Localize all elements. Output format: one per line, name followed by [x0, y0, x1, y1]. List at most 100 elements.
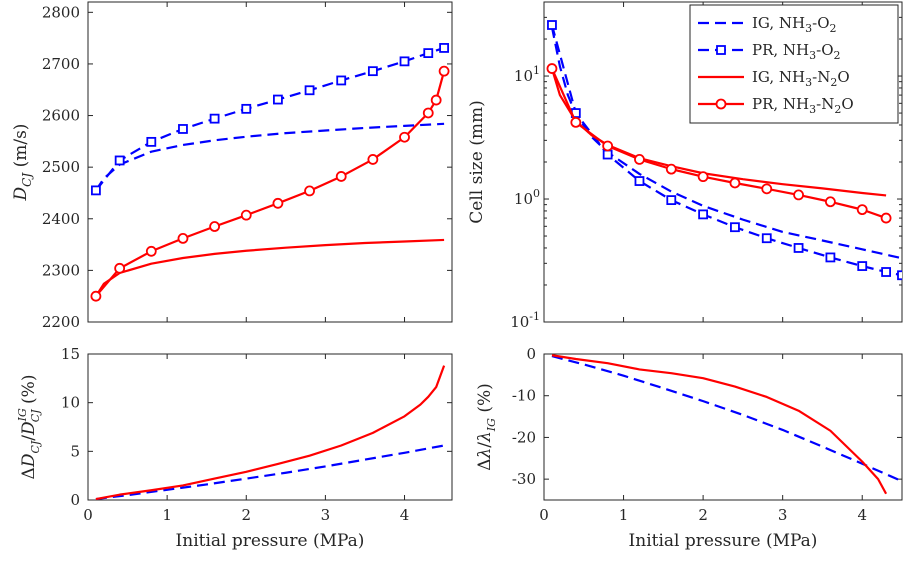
y-tick-label: 2800 [42, 3, 80, 21]
data-point-pr-nh3-o2 [602, 149, 613, 160]
panel-ddcj: 0 5 10 15 0 1 2 3 4 Initial pressure (MPa) ΔDCJ/DI… [16, 345, 453, 551]
y-tick-label: 100 [514, 187, 540, 208]
data-point-pr-nh3-n2o [177, 232, 189, 244]
data-point-pr-nh3-o2 [399, 56, 410, 67]
data-point-pr-nh3-o2 [881, 267, 891, 277]
x-tick-label: 0 [539, 506, 549, 524]
data-point-pr-nh3-o2 [666, 195, 677, 205]
data-point-pr-nh3-n2o [240, 209, 252, 221]
legend-label: PR, NH3-N2O [752, 95, 854, 116]
legend: IG, NH3-O2 PR, NH3-O2 IG, NH3-N2O PR, NH3-N… [689, 4, 899, 124]
x-tick-label: 1 [162, 506, 172, 524]
y-axis-label: ΔDCJ/DIGCJ (%) [16, 375, 42, 480]
series-line-ig-nh3-o2 [550, 26, 902, 260]
data-point-pr-nh3-n2o [304, 185, 315, 197]
data-point-pr-nh3-o2 [336, 75, 347, 86]
legend-marker [715, 98, 727, 110]
plot-frame [543, 353, 903, 501]
x-tick-label: 4 [400, 506, 410, 524]
data-point-pr-nh3-n2o [697, 171, 709, 183]
y-tick-label: -10 [512, 387, 536, 405]
y-axis-label: Δλ/λIG (%) [475, 383, 498, 471]
data-point-pr-nh3-n2o [825, 196, 836, 208]
data-point-pr-nh3-o2 [730, 222, 740, 233]
legend-label: IG, NH3-N2O [752, 68, 850, 89]
data-point-pr-nh3-n2o [880, 212, 892, 224]
data-point-pr-nh3-n2o [209, 221, 221, 232]
panel-dlam: -30 -20 -10 0 0 1 2 3 4 Initial pressure (MPa) Δλ/… [475, 345, 903, 551]
data-point-pr-nh3-n2o [114, 262, 126, 274]
y-tick-label: 101 [514, 64, 540, 85]
x-axis-label: Initial pressure (MPa) [176, 531, 365, 551]
data-point-pr-nh3-n2o [90, 290, 102, 302]
data-point-pr-nh3-n2o [729, 177, 741, 189]
series-line-ig-nh3-o2 [94, 122, 445, 192]
data-point-pr-nh3-o2 [241, 103, 252, 114]
legend-label: IG, NH3-O2 [752, 14, 837, 35]
y-tick-label: 2700 [42, 55, 80, 73]
x-tick-label: 2 [241, 506, 251, 524]
data-point-pr-nh3-n2o [665, 163, 677, 175]
plot-frame [87, 1, 453, 323]
data-point-pr-nh3-o2 [439, 43, 449, 53]
series-line-nh3-o2 [551, 355, 902, 483]
data-point-pr-nh3-n2o [761, 183, 773, 195]
data-point-pr-nh3-n2o [145, 245, 157, 257]
data-point-pr-nh3-o2 [547, 20, 557, 30]
y-tick-label: 2400 [42, 210, 80, 228]
x-tick-label: 3 [778, 506, 788, 524]
data-point-pr-nh3-o2 [367, 66, 378, 77]
data-point-pr-nh3-o2 [304, 85, 315, 96]
data-point-pr-nh3-o2 [793, 243, 804, 253]
legend-marker [716, 45, 726, 55]
data-point-pr-nh3-o2 [857, 261, 868, 271]
x-axis-label: Initial pressure (MPa) [629, 531, 818, 551]
series-line-nh3-n2o [95, 365, 446, 500]
data-point-pr-nh3-n2o [399, 131, 410, 143]
data-point-pr-nh3-o2 [634, 176, 645, 186]
data-point-pr-nh3-o2 [897, 270, 902, 281]
y-tick-label: 15 [61, 345, 80, 363]
y-tick-label: 0 [70, 491, 80, 509]
plot-frame [87, 353, 453, 501]
data-point-pr-nh3-o2 [423, 48, 434, 58]
x-tick-label: 0 [83, 506, 93, 524]
data-point-pr-nh3-n2o [430, 94, 442, 106]
data-point-pr-nh3-n2o [438, 65, 450, 77]
data-point-pr-nh3-n2o [634, 153, 645, 165]
y-axis-label: DCJ (m/s) [11, 124, 34, 202]
series-line-pr-nh3-n2o [550, 68, 887, 220]
data-point-pr-nh3-o2 [91, 185, 101, 196]
data-point-pr-nh3-n2o [422, 107, 434, 119]
data-point-pr-nh3-o2 [146, 136, 157, 147]
y-tick-label: 2200 [42, 313, 80, 331]
x-tick-label: 4 [857, 506, 867, 524]
y-tick-label: 2300 [42, 261, 80, 279]
series-line-pr-nh3-n2o [95, 70, 446, 297]
y-tick-label: 10 [61, 394, 80, 412]
y-tick-label: 2500 [42, 158, 80, 176]
series-line-pr-nh3-o2 [95, 46, 445, 192]
data-point-pr-nh3-o2 [178, 124, 188, 134]
y-tick-label: -30 [512, 470, 536, 488]
data-point-pr-nh3-o2 [273, 94, 283, 105]
y-tick-label: 5 [70, 442, 80, 460]
data-point-pr-nh3-o2 [825, 252, 836, 263]
y-axis-label: Cell size (mm) [467, 100, 487, 223]
legend-label: PR, NH3-O2 [752, 41, 841, 62]
data-point-pr-nh3-n2o [602, 140, 614, 152]
x-tick-label: 2 [698, 506, 708, 524]
data-point-pr-nh3-n2o [856, 204, 868, 216]
data-point-pr-nh3-o2 [761, 233, 772, 244]
data-point-pr-nh3-o2 [209, 113, 220, 124]
data-point-pr-nh3-n2o [335, 171, 347, 182]
y-tick-label: 2600 [42, 107, 80, 125]
data-point-pr-nh3-o2 [114, 155, 125, 166]
data-point-pr-nh3-n2o [570, 116, 582, 128]
x-tick-label: 1 [619, 506, 629, 524]
y-tick-label: 0 [526, 345, 536, 363]
series-line-ig-nh3-n2o [94, 238, 445, 297]
panel-cell: 10-1 100 101 Cell size (mm) IG, NH3-O2 PR, NH… [467, 1, 903, 331]
data-point-pr-nh3-o2 [698, 209, 709, 220]
